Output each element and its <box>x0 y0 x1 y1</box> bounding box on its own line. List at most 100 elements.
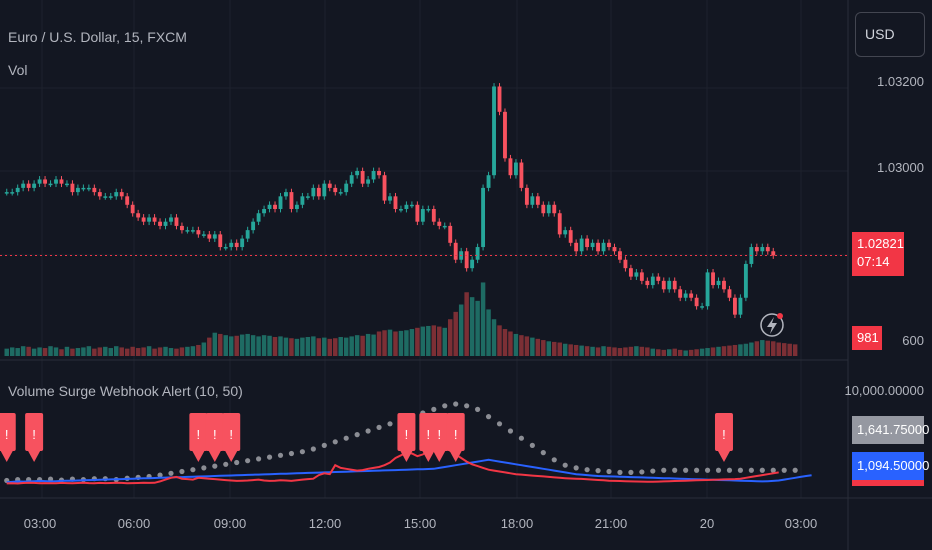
volume-bar <box>776 342 781 356</box>
volume-bar <box>442 327 447 356</box>
time-label: 03:00 <box>24 516 57 531</box>
volume-bar <box>590 346 595 356</box>
alert-marker: ! <box>0 413 16 462</box>
indicator-dot <box>453 401 459 407</box>
volume-bar <box>283 337 289 356</box>
indicator-dot <box>737 467 744 473</box>
candle-body <box>163 221 168 226</box>
countdown-timer: 07:14 <box>857 254 890 269</box>
candle-body <box>273 204 277 210</box>
volume-bar <box>562 343 568 356</box>
indicator-axis-top: 10,000.00000 <box>844 383 924 398</box>
volume-bar <box>42 348 48 356</box>
candle-body <box>114 192 119 197</box>
alert-pointer <box>225 451 238 462</box>
alert-box <box>397 413 416 451</box>
time-label: 12:00 <box>309 516 342 531</box>
candle-body <box>492 86 496 176</box>
volume-bar <box>322 337 327 356</box>
volume-bar <box>4 348 9 356</box>
indicator-dot <box>179 468 185 475</box>
candle-body <box>196 230 201 235</box>
lightning-icon <box>760 313 784 337</box>
candle-body <box>103 196 108 198</box>
alert-marker: ! <box>397 413 416 462</box>
volume-bar <box>15 348 20 356</box>
currency-button[interactable]: USD <box>855 12 925 57</box>
candle-body <box>727 289 732 298</box>
volume-bar <box>595 347 601 356</box>
indicator-dot <box>212 463 218 469</box>
indicator-dot <box>748 467 754 473</box>
alert-marker: ! <box>25 413 44 462</box>
volume-bar <box>672 348 677 356</box>
volume-bar <box>464 292 469 356</box>
candle-body <box>470 259 475 269</box>
indicator-dot <box>792 467 798 473</box>
indicator-dot <box>715 467 722 473</box>
candle-body <box>152 217 157 222</box>
volume-bar <box>513 333 519 356</box>
alert-glyph: ! <box>722 427 726 442</box>
candle-body <box>760 247 765 252</box>
candle-body <box>716 280 721 286</box>
indicator-dot <box>617 469 623 475</box>
candle-body <box>21 183 26 188</box>
volume-bar <box>190 346 196 356</box>
volume-bar <box>371 334 376 356</box>
volume-bar <box>179 347 185 356</box>
volume-bar <box>338 337 343 356</box>
indicator-dot <box>365 428 371 434</box>
alert-pointer <box>400 451 413 462</box>
volume-bar <box>20 346 26 356</box>
indicator-dot <box>354 432 360 438</box>
volume-bar <box>64 346 70 356</box>
candle-body <box>327 183 332 188</box>
volume-bar <box>431 325 437 356</box>
indicator-dot <box>321 442 327 448</box>
alert-glyph: ! <box>405 427 409 442</box>
candle-body <box>486 175 491 188</box>
indicator-red-line <box>6 443 779 485</box>
alert-pointer <box>433 451 446 462</box>
alert-marker: ! <box>205 413 224 462</box>
volume-bar <box>218 333 223 356</box>
volume-bar <box>612 347 617 356</box>
candle-body <box>141 217 146 222</box>
candle-body <box>771 251 776 256</box>
candle-body <box>683 293 688 298</box>
indicator-dot <box>551 457 557 463</box>
volume-bar <box>656 349 661 356</box>
volume-bar <box>792 344 798 356</box>
volume-bar <box>387 329 393 356</box>
volume-bar <box>114 346 119 356</box>
indicator-dot <box>595 468 601 474</box>
candle-body <box>722 280 726 290</box>
candle-body <box>333 187 338 193</box>
candle-body <box>409 204 414 207</box>
candle-body <box>563 230 568 235</box>
candle-body <box>535 196 540 205</box>
candle-body <box>349 175 354 184</box>
candle-body <box>371 170 376 180</box>
volume-bar <box>239 334 245 356</box>
volume-bar <box>469 297 475 356</box>
alert-pointer <box>449 451 462 462</box>
volume-bar <box>710 347 716 356</box>
indicator-dot <box>255 456 262 462</box>
alert-glyph: ! <box>213 427 217 442</box>
candle-body <box>180 225 184 231</box>
volume-bar <box>447 319 453 356</box>
candle-body <box>574 242 579 252</box>
alert-glyph: ! <box>454 427 458 442</box>
alert-pointer <box>0 451 13 462</box>
candle-body <box>108 196 113 198</box>
volume-bar <box>606 346 612 356</box>
candle-body <box>650 276 655 286</box>
volume-bar <box>26 346 31 356</box>
candle-body <box>503 111 507 159</box>
alert-marker: ! <box>222 413 241 462</box>
candle-body <box>497 86 502 112</box>
time-label: 15:00 <box>404 516 437 531</box>
